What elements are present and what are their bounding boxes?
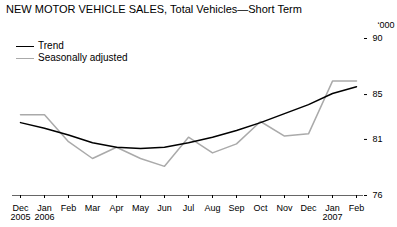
svg-text:Jan2007: Jan2007 xyxy=(322,203,342,222)
svg-text:Jun: Jun xyxy=(157,203,172,213)
svg-text:‘000: ‘000 xyxy=(377,20,394,30)
svg-text:May: May xyxy=(132,203,150,213)
svg-text:81: 81 xyxy=(373,134,383,144)
svg-text:Feb: Feb xyxy=(61,203,77,213)
svg-text:Dec2005: Dec2005 xyxy=(10,203,30,222)
svg-text:Jul: Jul xyxy=(183,203,195,213)
svg-text:76: 76 xyxy=(373,190,383,200)
svg-text:Mar: Mar xyxy=(85,203,101,213)
html-text:Trend: Trend xyxy=(38,40,64,51)
html-text:Seasonally adjusted: Seasonally adjusted xyxy=(38,52,128,63)
svg-text:Dec: Dec xyxy=(300,203,317,213)
html-text:NEW MOTOR VEHICLE SALES, Total: NEW MOTOR VEHICLE SALES, Total Vehicles—… xyxy=(6,3,302,15)
svg-text:Feb: Feb xyxy=(349,203,365,213)
svg-text:85: 85 xyxy=(373,89,383,99)
svg-text:Apr: Apr xyxy=(109,203,123,213)
svg-text:Jan2006: Jan2006 xyxy=(34,203,54,222)
svg-text:Sep: Sep xyxy=(228,203,244,213)
svg-text:90: 90 xyxy=(373,33,383,43)
svg-text:Oct: Oct xyxy=(253,203,268,213)
svg-text:Nov: Nov xyxy=(276,203,293,213)
svg-text:Aug: Aug xyxy=(204,203,220,213)
